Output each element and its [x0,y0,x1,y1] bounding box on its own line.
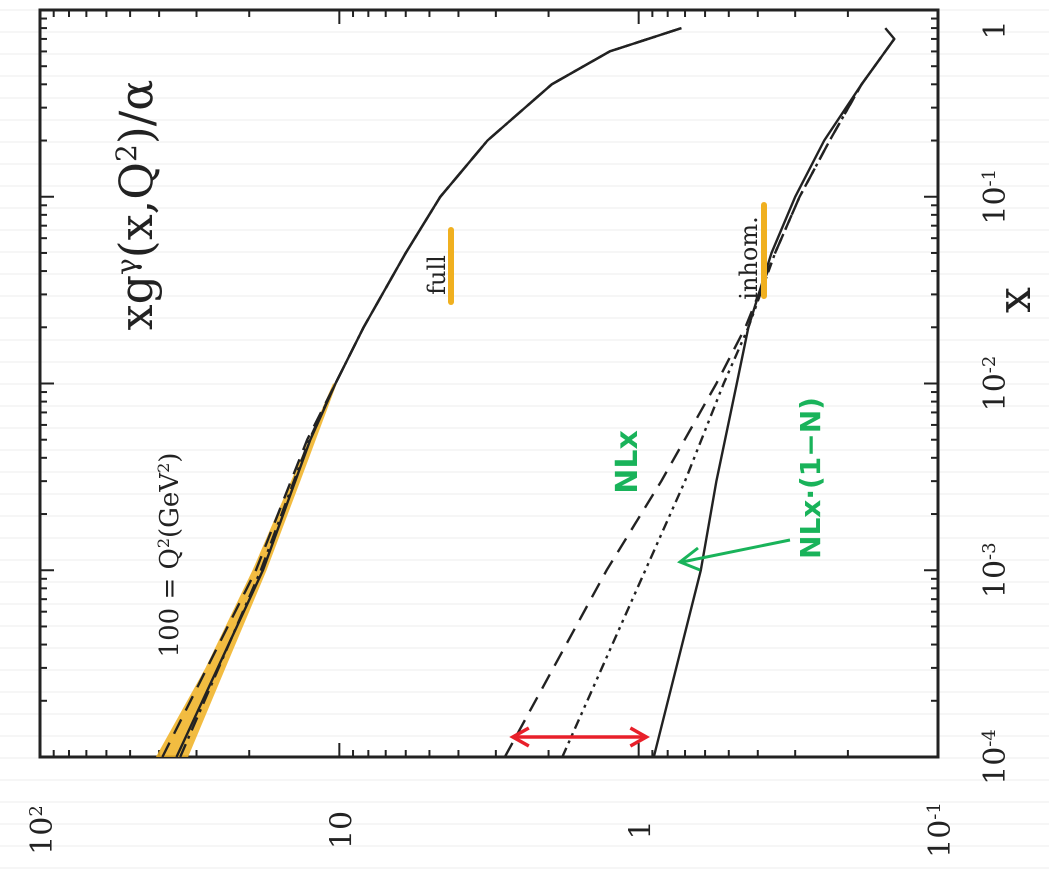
y-tick-label: 10 [324,811,359,849]
label-nlx-n: NLx·(1−N) [794,397,827,559]
x-axis-label: x [987,287,1041,313]
pointer-arrow [681,538,791,564]
x-tick-label: 10-3 [978,542,1013,598]
x-tick-label: 10-1 [978,169,1013,225]
plot-area [38,8,940,759]
pointer-arrow-head [677,546,701,572]
y-tick-label: 10-1 [923,802,958,858]
label-inhom: inhom. [735,216,763,299]
chart-labels: xgγ(x,Q2)/α x 10-4 10-3 10-2 10-1 1 10-1 1 10 102 1… [25,20,1041,857]
chart-title: xgγ(x,Q2)/α [109,80,163,331]
series-line-3 [652,27,896,758]
x-tick-label: 1 [978,20,1013,39]
series-line-0 [175,26,682,758]
arrow-head-right [629,726,650,748]
series-line-2 [179,26,682,758]
label-full: full [423,255,451,295]
label-nlx: NLx [610,430,645,494]
x-tick-label: 10-4 [978,729,1013,785]
y-tick-label: 102 [25,805,60,855]
series-line-1 [161,26,682,758]
arrow-head-left [509,726,530,748]
y-tick-label: 1 [624,820,659,839]
series-line-5 [561,38,896,758]
x-tick-label: 10-2 [978,356,1013,412]
q2-label: 100 = Q2(GeV2) [154,453,186,658]
series-line-4 [503,38,896,758]
